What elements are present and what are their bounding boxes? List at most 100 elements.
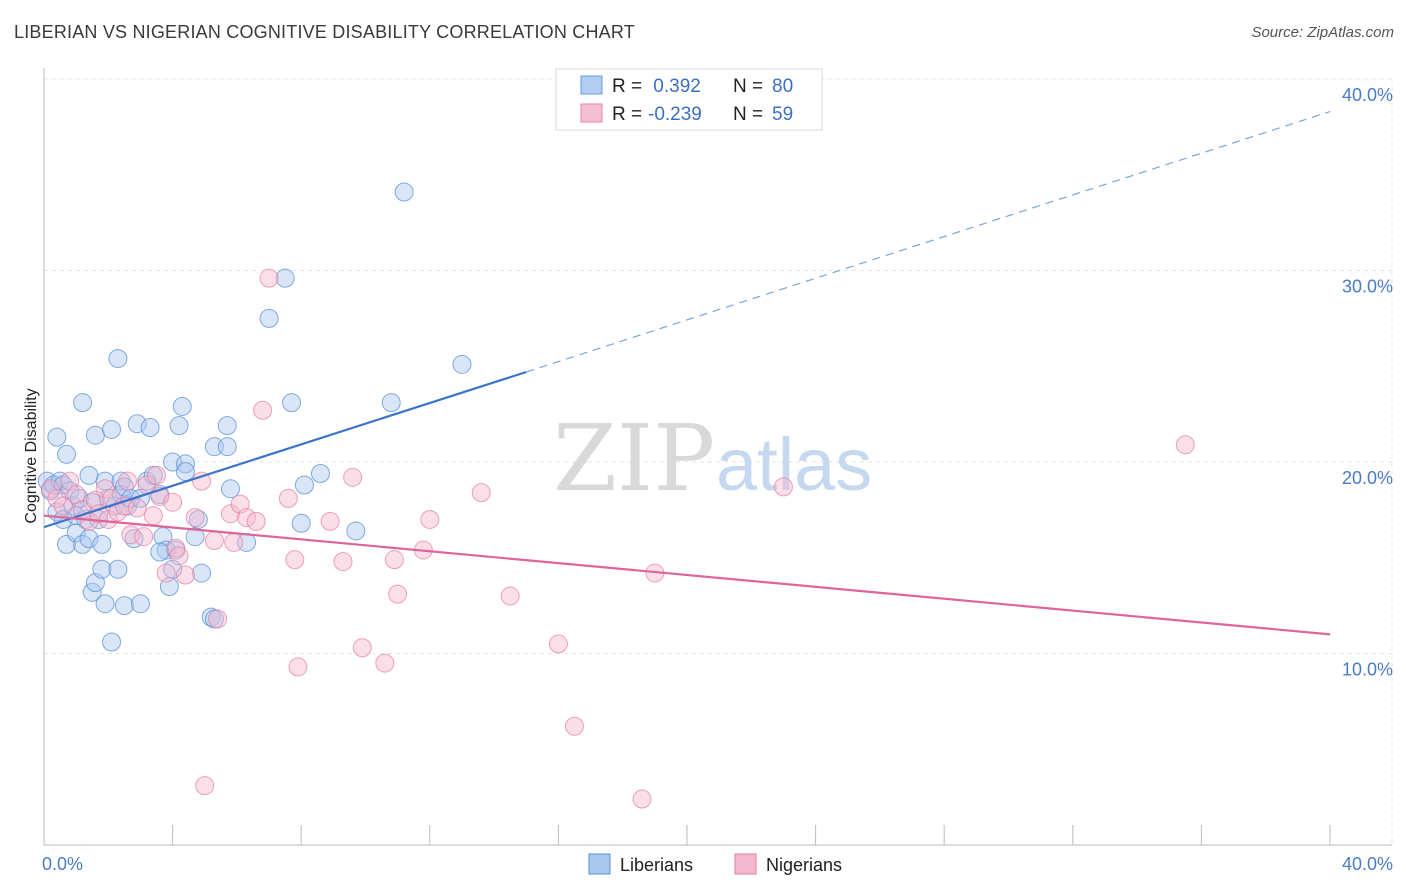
nigerians-point bbox=[388, 584, 408, 604]
liberians-point bbox=[291, 513, 311, 533]
bottom-legend: Liberians Nigerians bbox=[588, 853, 842, 875]
liberians-point bbox=[169, 416, 189, 436]
liberians-point bbox=[192, 563, 212, 583]
liberians-point bbox=[282, 393, 302, 413]
bottom-legend-liberians: Liberians bbox=[620, 855, 693, 875]
nigerians-point bbox=[420, 509, 440, 529]
liberians-point bbox=[108, 559, 128, 579]
top-legend: R = 0.392 N = 80 R = -0.239 N = 59 bbox=[555, 68, 823, 131]
nigerians-point bbox=[246, 511, 266, 531]
bottom-legend-nigerians: Nigerians bbox=[766, 855, 842, 875]
liberians-point bbox=[140, 418, 160, 438]
liberians-point bbox=[452, 354, 472, 374]
nigerians-point bbox=[208, 609, 228, 629]
legend-nigerians-r-label: R = bbox=[612, 104, 642, 125]
liberians-point bbox=[150, 542, 170, 562]
nigerians-point bbox=[192, 471, 212, 491]
liberians-point bbox=[79, 529, 99, 549]
legend-nigerians-r-value: -0.239 bbox=[648, 104, 702, 125]
nigerians-point bbox=[320, 511, 340, 531]
legend-liberians-n-value: 80 bbox=[772, 76, 793, 97]
bottom-legend-swatch-liberians bbox=[588, 853, 611, 875]
liberians-point bbox=[47, 427, 67, 447]
y-tick-label: 20.0% bbox=[1342, 468, 1393, 488]
nigerians-point bbox=[143, 506, 163, 526]
liberians-point bbox=[217, 437, 237, 457]
liberians-point bbox=[53, 509, 73, 529]
nigerians-points bbox=[40, 268, 1195, 809]
nigerians-point bbox=[53, 496, 73, 516]
liberians-point bbox=[124, 529, 144, 549]
liberians-point bbox=[95, 594, 115, 614]
nigerians-point bbox=[224, 532, 244, 552]
liberians-point bbox=[108, 349, 128, 369]
y-tick-label: 40.0% bbox=[1342, 85, 1393, 105]
nigerians-point bbox=[147, 465, 167, 485]
x-tick-label: 0.0% bbox=[42, 854, 83, 874]
liberians-point bbox=[346, 521, 366, 541]
nigerians-point bbox=[343, 467, 363, 487]
y-tick-labels: 10.0% 20.0% 30.0% 40.0% bbox=[1342, 85, 1393, 680]
nigerians-point bbox=[156, 563, 176, 583]
nigerians-point bbox=[352, 638, 372, 658]
axes bbox=[43, 68, 1392, 846]
x-tick-labels: 0.0% 40.0% bbox=[42, 854, 1393, 874]
nigerians-point bbox=[185, 508, 205, 528]
nigerians-point bbox=[285, 550, 305, 570]
legend-swatch-liberians bbox=[580, 75, 603, 95]
source-label: Source: ZipAtlas.com bbox=[1251, 24, 1394, 41]
chart-title: LIBERIAN VS NIGERIAN COGNITIVE DISABILIT… bbox=[14, 22, 635, 42]
liberians-point bbox=[102, 632, 122, 652]
nigerians-point bbox=[163, 492, 183, 512]
liberians-point bbox=[130, 594, 150, 614]
nigerians-point bbox=[237, 508, 257, 528]
nigerians-point bbox=[1175, 435, 1195, 455]
nigerians-point bbox=[98, 509, 118, 529]
liberians-point bbox=[66, 523, 86, 543]
watermark-zip: ZIP bbox=[553, 405, 715, 512]
liberians-point bbox=[92, 534, 112, 554]
nigerians-point bbox=[253, 400, 273, 420]
liberians-point bbox=[381, 393, 401, 413]
watermark-atlas: atlas bbox=[716, 423, 872, 506]
liberians-point bbox=[57, 444, 77, 464]
nigerians-point bbox=[471, 483, 491, 503]
liberians-trendline-extension bbox=[526, 110, 1331, 373]
nigerians-point bbox=[288, 657, 308, 677]
liberians-point bbox=[188, 509, 208, 529]
liberians-point bbox=[294, 475, 314, 495]
legend-swatch-nigerians bbox=[580, 103, 603, 123]
y-tick-label: 10.0% bbox=[1342, 660, 1393, 680]
nigerians-point bbox=[195, 776, 215, 796]
nigerians-point bbox=[632, 789, 652, 809]
liberians-point bbox=[85, 425, 105, 445]
liberians-point bbox=[201, 607, 221, 627]
nigerians-point bbox=[127, 498, 147, 518]
nigerians-point bbox=[118, 471, 138, 491]
nigerians-point bbox=[278, 488, 298, 508]
liberians-point bbox=[172, 396, 192, 416]
nigerians-point bbox=[169, 546, 189, 566]
liberians-point bbox=[156, 540, 176, 560]
x-tick-label: 40.0% bbox=[1342, 854, 1393, 874]
nigerians-point bbox=[375, 653, 395, 673]
liberians-point bbox=[114, 477, 134, 497]
nigerians-point bbox=[166, 538, 186, 558]
nigerians-point bbox=[175, 565, 195, 585]
nigerians-point bbox=[384, 550, 404, 570]
nigerians-point bbox=[259, 268, 279, 288]
liberians-point bbox=[310, 463, 330, 483]
bottom-legend-swatch-nigerians bbox=[734, 853, 757, 875]
liberians-point bbox=[175, 462, 195, 482]
nigerians-point bbox=[40, 479, 60, 499]
liberians-point bbox=[102, 419, 122, 439]
liberians-point bbox=[111, 471, 131, 491]
nigerians-point bbox=[548, 634, 568, 654]
nigerians-trendline bbox=[43, 514, 1331, 636]
y-axis-label: Cognitive Disability bbox=[23, 388, 40, 523]
legend-nigerians-n-label: N = bbox=[733, 104, 763, 125]
liberians-point bbox=[275, 268, 295, 288]
liberians-point bbox=[79, 465, 99, 485]
trendlines bbox=[43, 110, 1331, 636]
